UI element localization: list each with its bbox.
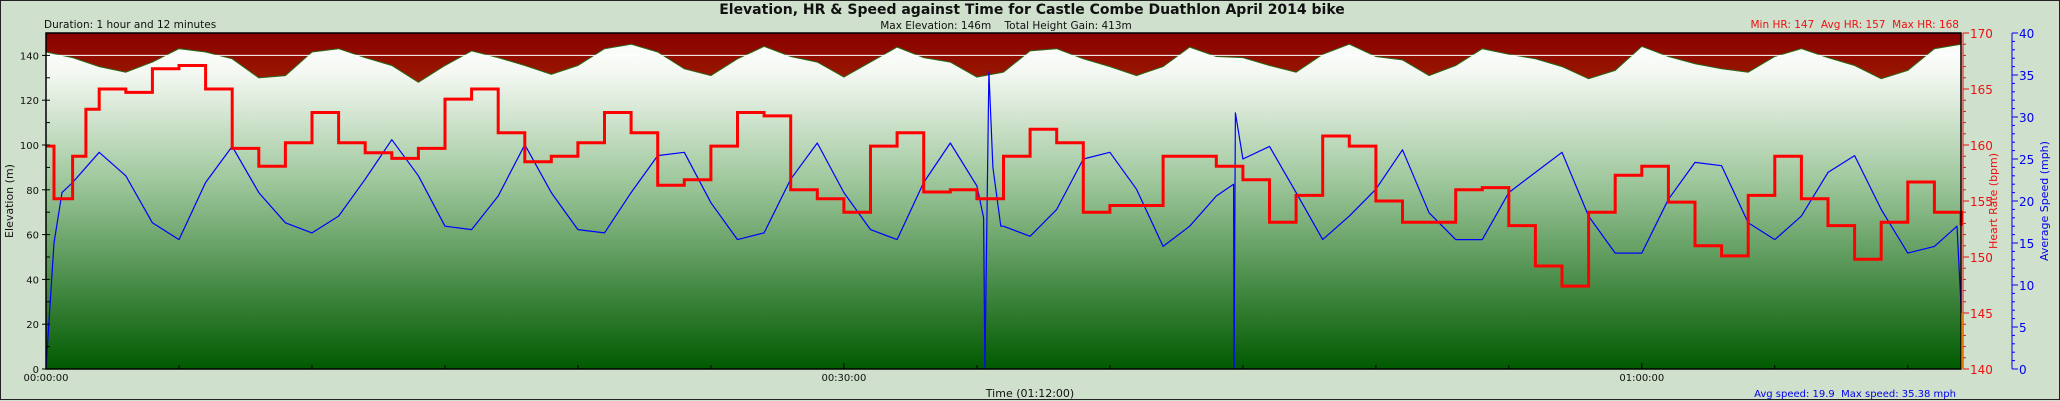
speed-tick-label: 10 [2019, 279, 2034, 293]
speed-tick-label: 25 [2019, 153, 2034, 167]
speed-series-line [45, 71, 1962, 370]
elevation-stats: Max Elevation: 146m Total Height Gain: 4… [880, 20, 1132, 32]
elevation-tick-label: 40 [26, 275, 39, 286]
hr-tick-label: 150 [1970, 251, 1993, 265]
hr-tick-label: 170 [1970, 27, 1993, 41]
elevation-tick-label: 20 [26, 320, 39, 331]
elevation-axis-label: Elevation (m) [3, 164, 16, 238]
duration-text: Duration: 1 hour and 12 minutes [44, 19, 216, 31]
plot-background [46, 33, 1961, 369]
hr-tick-label: 165 [1970, 83, 1993, 97]
elevation-tick-label: 60 [26, 231, 39, 242]
hr-tick-label: 145 [1970, 307, 1993, 321]
speed-tick-label: 35 [2019, 69, 2034, 83]
speed-tick-label: 0 [2019, 363, 2027, 377]
speed-tick-label: 30 [2019, 111, 2034, 125]
speed-stats: Avg speed: 19.9 Max speed: 35.38 mph [1754, 389, 1956, 400]
hr-tick-label: 140 [1970, 363, 1993, 377]
x-tick-label: 00:30:00 [821, 373, 866, 384]
speed-tick-label: 20 [2019, 195, 2034, 209]
speed-tick-label: 5 [2019, 321, 2027, 335]
elevation-area [46, 33, 1961, 83]
elevation-tick-label: 80 [26, 186, 39, 197]
speed-axis-label: Average Speed (mph) [2038, 141, 2051, 261]
speed-tick-label: 40 [2019, 27, 2034, 41]
elevation-tick-label: 140 [20, 51, 39, 62]
chart-title: Elevation, HR & Speed against Time for C… [719, 2, 1345, 18]
x-axis-label: Time (01:12:00) [985, 387, 1074, 400]
plot-border [45, 32, 1962, 370]
hr-axis-label: Heart Rate (bpm) [1987, 153, 2000, 249]
hr-tick-label: 155 [1970, 195, 1993, 209]
elevation-tick-label: 100 [20, 141, 39, 152]
hr-tick-label: 160 [1970, 139, 1993, 153]
hr-stats: Min HR: 147 Avg HR: 157 Max HR: 168 [1750, 19, 1959, 31]
elevation-tick-label: 120 [20, 96, 39, 107]
elevation-line [45, 43, 1962, 83]
hr-series-line [46, 64, 1963, 288]
x-tick-label: 00:00:00 [24, 373, 69, 384]
speed-tick-label: 15 [2019, 237, 2034, 251]
elevation-tick-label: 0 [33, 365, 39, 376]
x-tick-label: 01:00:00 [1619, 373, 1664, 384]
